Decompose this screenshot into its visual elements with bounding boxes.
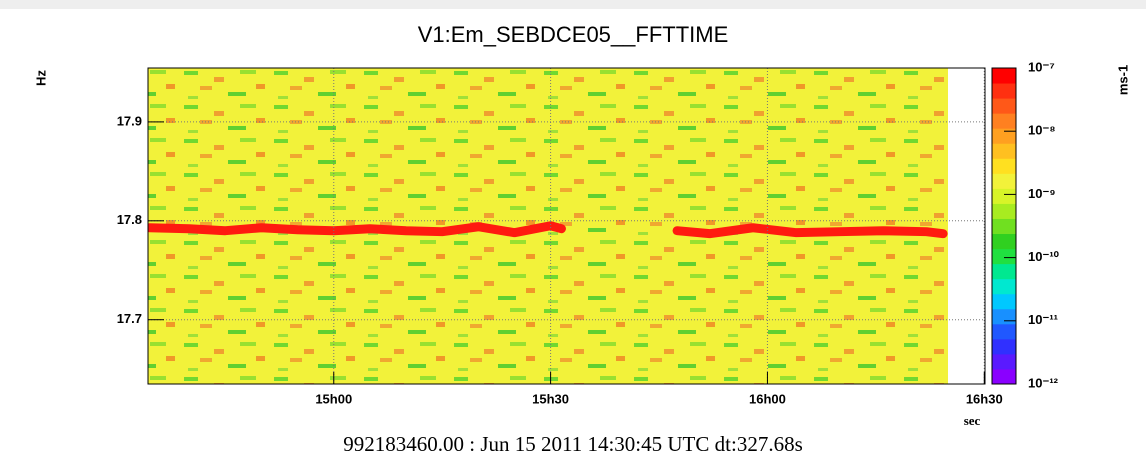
- colorbar-step: [992, 248, 1016, 265]
- colorbar-step: [992, 128, 1016, 144]
- x-tick-label: 15h30: [532, 391, 569, 406]
- colorbar-step: [992, 158, 1016, 174]
- colorbar-step: [992, 323, 1016, 340]
- frequency-line: [148, 221, 566, 238]
- plot-area: [148, 68, 985, 384]
- colorbar-tick-label: 10⁻⁹: [1028, 186, 1056, 201]
- frequency-line: [672, 223, 948, 239]
- colorbar-step: [992, 338, 1016, 355]
- colorbar-step: [992, 263, 1016, 280]
- colorbar-step: [992, 368, 1016, 385]
- colorbar-step: [992, 278, 1016, 295]
- colorbar-step: [992, 308, 1016, 325]
- colorbar-step: [992, 233, 1016, 250]
- x-axis-label: sec: [964, 413, 981, 428]
- colorbar-tick-label: 10⁻¹²: [1028, 375, 1059, 390]
- colorbar-tick-label: 10⁻⁸: [1028, 123, 1055, 138]
- colorbar-frame: [991, 67, 1017, 385]
- chart-title: V1:Em_SEBDCE05__FFTTIME: [418, 22, 729, 47]
- colorbar-step: [992, 353, 1016, 370]
- colorbar-label: ms-1: [1115, 65, 1130, 95]
- colorbar-tick-label: 10⁻¹⁰: [1028, 249, 1060, 264]
- colorbar-step: [992, 188, 1016, 204]
- colorbar-step: [992, 293, 1016, 310]
- colorbar-tick-label: 10⁻¹¹: [1028, 312, 1058, 327]
- plot-frame: [147, 67, 986, 385]
- x-tick-label: 15h00: [315, 391, 352, 406]
- footer: 992183460.00 : Jun 15 2011 14:30:45 UTC …: [343, 432, 803, 456]
- x-tick-label: 16h00: [749, 391, 786, 406]
- y-tick-label: 17.9: [117, 113, 142, 128]
- colorbar-step: [992, 203, 1016, 219]
- colorbar-step: [992, 98, 1016, 114]
- colorbar-step: [992, 143, 1016, 159]
- colorbar-step: [992, 113, 1016, 129]
- top-bar: [0, 0, 1146, 9]
- colorbar-step: [992, 83, 1016, 99]
- colorbar-step: [992, 68, 1016, 84]
- colorbar-step: [992, 173, 1016, 189]
- y-axis-label: Hz: [33, 70, 48, 86]
- x-tick-label: 16h30: [966, 391, 1003, 406]
- colorbar-tick-label: 10⁻⁷: [1028, 59, 1055, 74]
- y-tick-label: 17.7: [117, 311, 142, 326]
- colorbar-step: [992, 218, 1016, 235]
- y-tick-label: 17.8: [117, 212, 142, 227]
